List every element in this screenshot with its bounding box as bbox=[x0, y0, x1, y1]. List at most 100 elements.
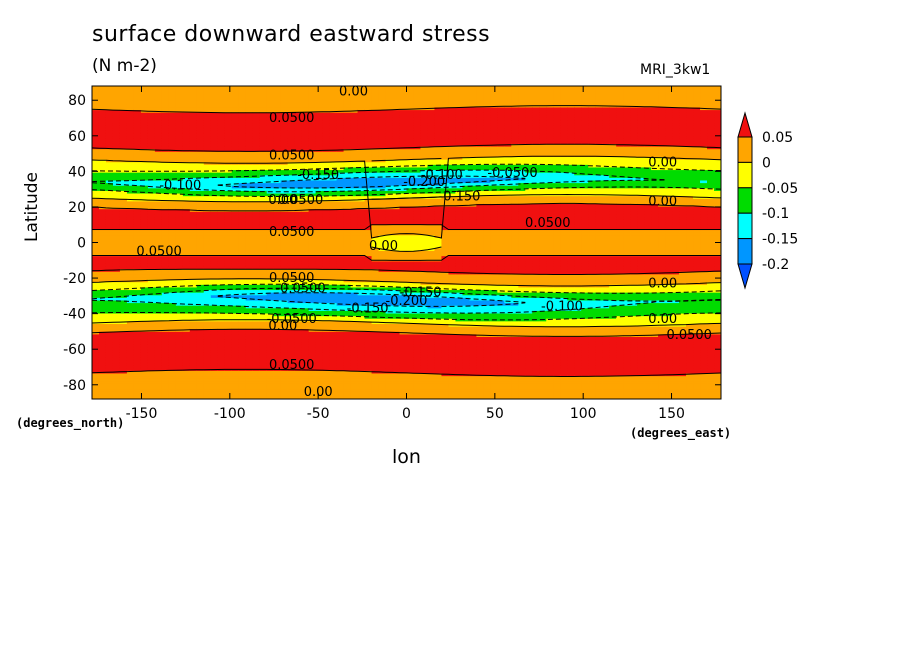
heatmap-cell bbox=[168, 255, 177, 259]
heatmap-cell bbox=[210, 349, 219, 353]
heatmap-cell bbox=[189, 263, 198, 267]
heatmap-cell bbox=[217, 125, 226, 129]
heatmap-cell bbox=[133, 143, 142, 147]
heatmap-cell bbox=[224, 271, 233, 275]
heatmap-cell bbox=[105, 132, 114, 137]
heatmap-cell bbox=[112, 271, 121, 275]
heatmap-cell bbox=[182, 318, 191, 322]
heatmap-cell bbox=[154, 352, 163, 356]
heatmap-cell bbox=[259, 203, 268, 207]
heatmap-cell bbox=[98, 177, 107, 181]
heatmap-cell bbox=[119, 169, 128, 173]
heatmap-cell bbox=[217, 294, 226, 298]
heatmap-cell bbox=[217, 145, 226, 150]
heatmap-cell bbox=[238, 336, 247, 340]
heatmap-cell bbox=[126, 323, 135, 327]
heatmap-cell bbox=[140, 177, 149, 181]
heatmap-cell bbox=[119, 229, 128, 233]
heatmap-cell bbox=[217, 166, 226, 171]
heatmap-cell bbox=[224, 372, 233, 377]
heatmap-cell bbox=[203, 245, 212, 249]
heatmap-cell bbox=[154, 331, 163, 335]
heatmap-cell bbox=[224, 263, 233, 267]
heatmap-cell bbox=[266, 187, 275, 191]
heatmap-cell bbox=[147, 211, 156, 215]
heatmap-cell bbox=[161, 109, 170, 113]
heatmap-cell bbox=[119, 260, 128, 264]
heatmap-cell bbox=[273, 307, 282, 311]
heatmap-cell bbox=[92, 219, 100, 223]
heatmap-cell bbox=[238, 263, 247, 267]
heatmap-cell bbox=[133, 132, 142, 137]
heatmap-cell bbox=[252, 385, 261, 390]
heatmap-cell bbox=[105, 153, 114, 158]
heatmap-cell bbox=[168, 383, 177, 387]
heatmap-cell bbox=[182, 354, 191, 358]
heatmap-cell bbox=[245, 114, 254, 118]
heatmap-cell bbox=[245, 179, 254, 184]
heatmap-cell bbox=[92, 135, 100, 139]
heatmap-cell bbox=[119, 132, 128, 137]
heatmap-cell bbox=[210, 271, 219, 275]
heatmap-cell bbox=[98, 344, 107, 348]
heatmap-cell bbox=[238, 148, 247, 152]
heatmap-cell bbox=[119, 130, 128, 134]
heatmap-cell bbox=[217, 174, 226, 178]
heatmap-cell bbox=[203, 192, 212, 197]
heatmap-cell bbox=[112, 331, 121, 335]
heatmap-cell bbox=[217, 307, 226, 311]
heatmap-cell bbox=[203, 211, 212, 215]
heatmap-cell bbox=[259, 250, 268, 254]
heatmap-cell bbox=[112, 226, 121, 231]
heatmap-cell bbox=[92, 344, 100, 348]
heatmap-cell bbox=[126, 380, 135, 384]
heatmap-cell bbox=[259, 195, 268, 199]
heatmap-cell bbox=[224, 164, 233, 168]
heatmap-cell bbox=[154, 276, 163, 280]
heatmap-cell bbox=[161, 86, 170, 90]
heatmap-cell bbox=[252, 258, 261, 262]
heatmap-cell bbox=[245, 273, 254, 278]
heatmap-cell bbox=[217, 200, 226, 204]
heatmap-cell bbox=[203, 328, 212, 332]
heatmap-cell bbox=[119, 91, 128, 95]
heatmap-cell bbox=[133, 182, 142, 186]
heatmap-cell bbox=[168, 130, 177, 134]
heatmap-cell bbox=[168, 362, 177, 366]
heatmap-cell bbox=[196, 265, 205, 270]
heatmap-cell bbox=[182, 385, 191, 390]
heatmap-cell bbox=[210, 104, 219, 108]
heatmap-cell bbox=[161, 297, 170, 301]
heatmap-cell bbox=[259, 182, 268, 186]
heatmap-cell bbox=[203, 396, 212, 399]
heatmap-cell bbox=[259, 245, 268, 249]
heatmap-cell bbox=[238, 224, 247, 228]
heatmap-cell bbox=[203, 354, 212, 358]
heatmap-cell bbox=[231, 372, 240, 377]
heatmap-cell bbox=[182, 216, 191, 220]
heatmap-cell bbox=[259, 260, 268, 264]
heatmap-cell bbox=[112, 312, 121, 317]
heatmap-cell bbox=[231, 276, 240, 280]
heatmap-cell bbox=[175, 252, 184, 257]
heatmap-cell bbox=[266, 203, 275, 207]
heatmap-cell bbox=[217, 359, 226, 364]
heatmap-cell bbox=[126, 372, 135, 377]
heatmap-cell bbox=[92, 346, 100, 351]
heatmap-cell bbox=[210, 255, 219, 259]
heatmap-cell bbox=[273, 372, 282, 377]
heatmap-cell bbox=[196, 185, 205, 189]
heatmap-cell bbox=[217, 208, 226, 212]
heatmap-cell bbox=[224, 117, 233, 121]
heatmap-cell bbox=[252, 86, 261, 90]
heatmap-cell bbox=[224, 177, 233, 181]
heatmap-cell bbox=[147, 372, 156, 377]
heatmap-cell bbox=[92, 391, 100, 395]
heatmap-cell bbox=[98, 339, 107, 343]
heatmap-cell bbox=[224, 258, 233, 262]
heatmap-cell bbox=[252, 138, 261, 142]
heatmap-cell bbox=[161, 341, 170, 345]
heatmap-cell bbox=[126, 182, 135, 186]
heatmap-cell bbox=[245, 164, 254, 168]
heatmap-cell bbox=[92, 307, 100, 311]
